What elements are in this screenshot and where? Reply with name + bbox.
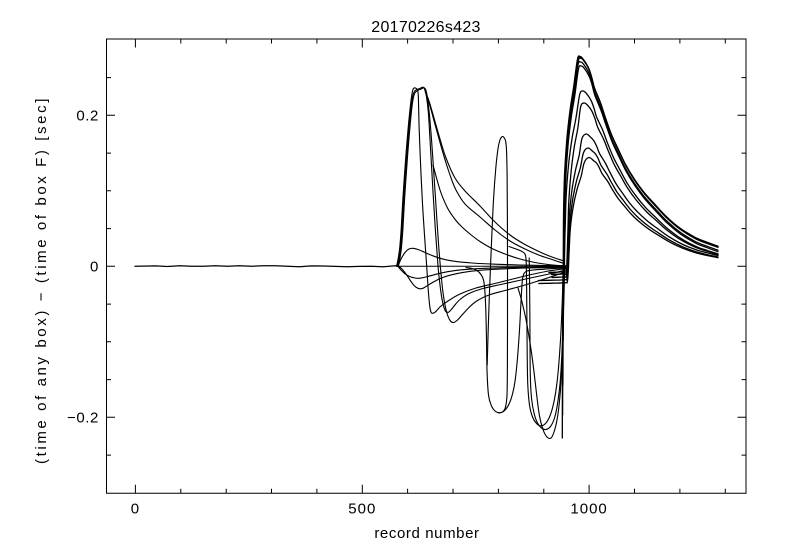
svg-text:0: 0 xyxy=(131,501,140,518)
svg-text:500: 500 xyxy=(348,501,376,518)
svg-text:record number: record number xyxy=(374,525,479,542)
svg-text:(time of any box) − (time of b: (time of any box) − (time of box F) [sec… xyxy=(33,96,50,464)
svg-text:0.2: 0.2 xyxy=(76,108,99,125)
svg-text:0: 0 xyxy=(90,258,99,275)
svg-text:1000: 1000 xyxy=(570,501,607,518)
svg-text:20170226s423: 20170226s423 xyxy=(371,19,480,36)
svg-text:−0.2: −0.2 xyxy=(67,410,99,427)
